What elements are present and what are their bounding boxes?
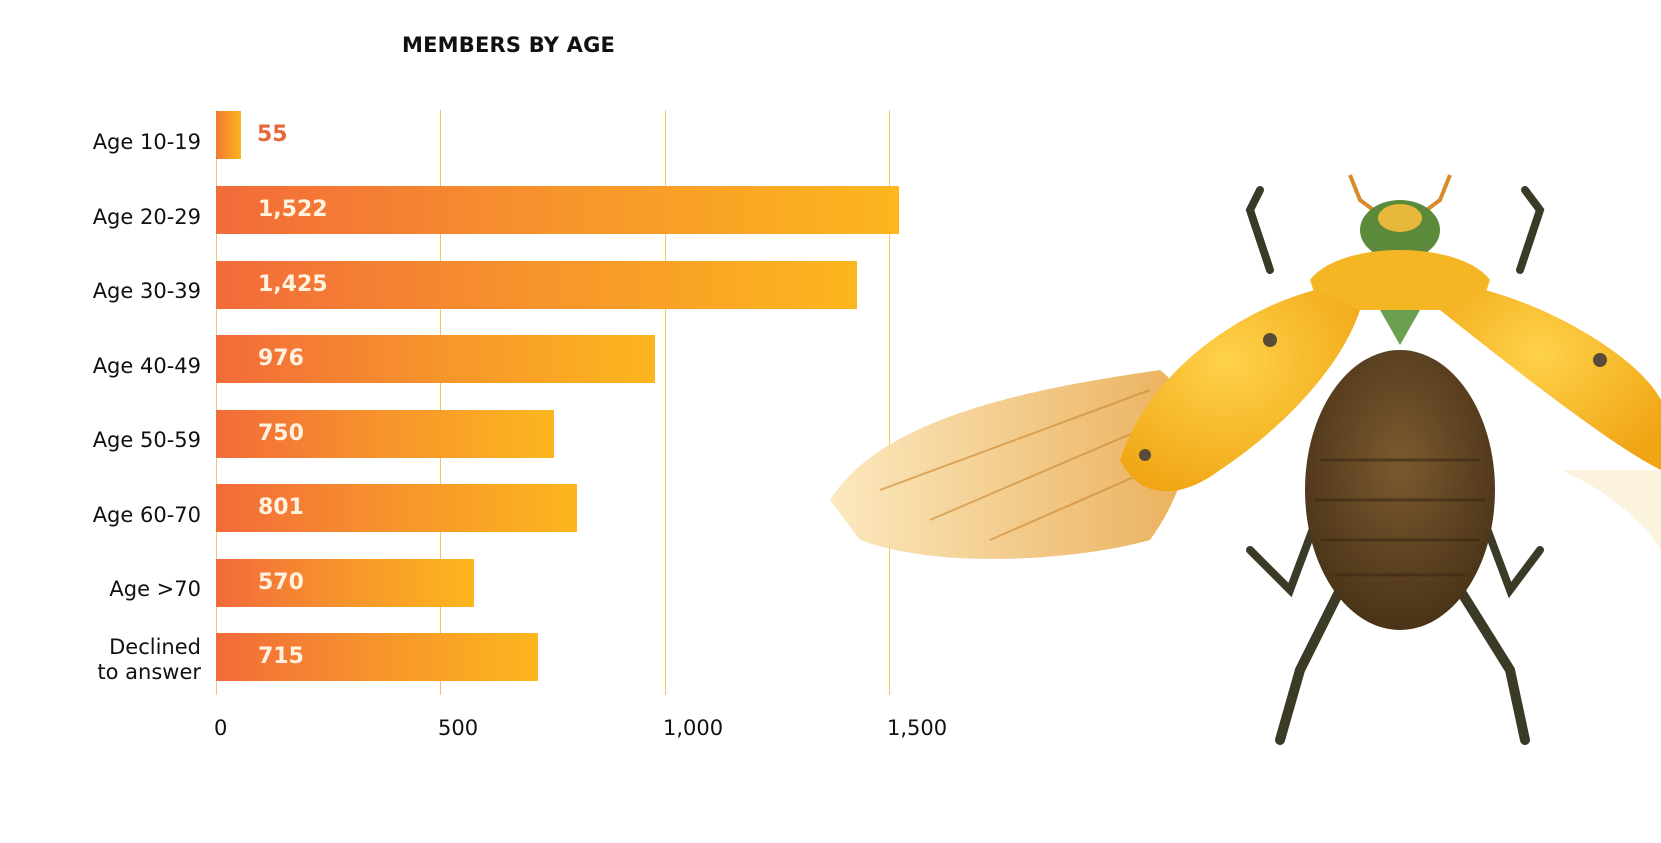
category-label: Age 60-70 xyxy=(92,503,201,527)
beetle-illustration xyxy=(830,174,1661,745)
value-label: 750 xyxy=(258,421,304,446)
gridline-1000 xyxy=(665,110,666,695)
bar-age-over-70 xyxy=(216,559,474,607)
bar-age-40-49 xyxy=(216,335,655,383)
bar-age-20-29 xyxy=(216,186,899,234)
value-label: 801 xyxy=(258,495,304,520)
value-label: 570 xyxy=(258,570,304,595)
value-label: 976 xyxy=(258,346,304,371)
bar-age-10-19 xyxy=(216,111,241,159)
value-label: 55 xyxy=(257,122,288,147)
value-label: 1,425 xyxy=(258,272,328,297)
category-label: Age 20-29 xyxy=(92,205,201,229)
bar-age-60-70 xyxy=(216,484,577,532)
y-axis-line xyxy=(216,110,217,695)
category-label: Age 30-39 xyxy=(92,279,201,303)
x-tick-label: 1,500 xyxy=(887,716,948,740)
bar-age-50-59 xyxy=(216,410,554,458)
gridline-500 xyxy=(440,110,441,695)
gridline-1500 xyxy=(889,110,890,695)
category-label: to answer xyxy=(97,660,201,684)
bar-age-30-39 xyxy=(216,261,857,309)
category-label: Age 50-59 xyxy=(92,428,201,452)
x-tick-label: 1,000 xyxy=(663,716,724,740)
bar-declined xyxy=(216,633,538,681)
category-label: Age 10-19 xyxy=(92,130,201,154)
chart-title: MEMBERS BY AGE xyxy=(402,33,616,57)
x-tick-label: 0 xyxy=(214,716,228,740)
category-label: Age >70 xyxy=(109,577,201,601)
category-label: Declined xyxy=(109,635,201,659)
value-label: 715 xyxy=(258,644,304,669)
category-label: Age 40-49 xyxy=(92,354,201,378)
value-label: 1,522 xyxy=(258,197,328,222)
x-tick-label: 500 xyxy=(438,716,479,740)
